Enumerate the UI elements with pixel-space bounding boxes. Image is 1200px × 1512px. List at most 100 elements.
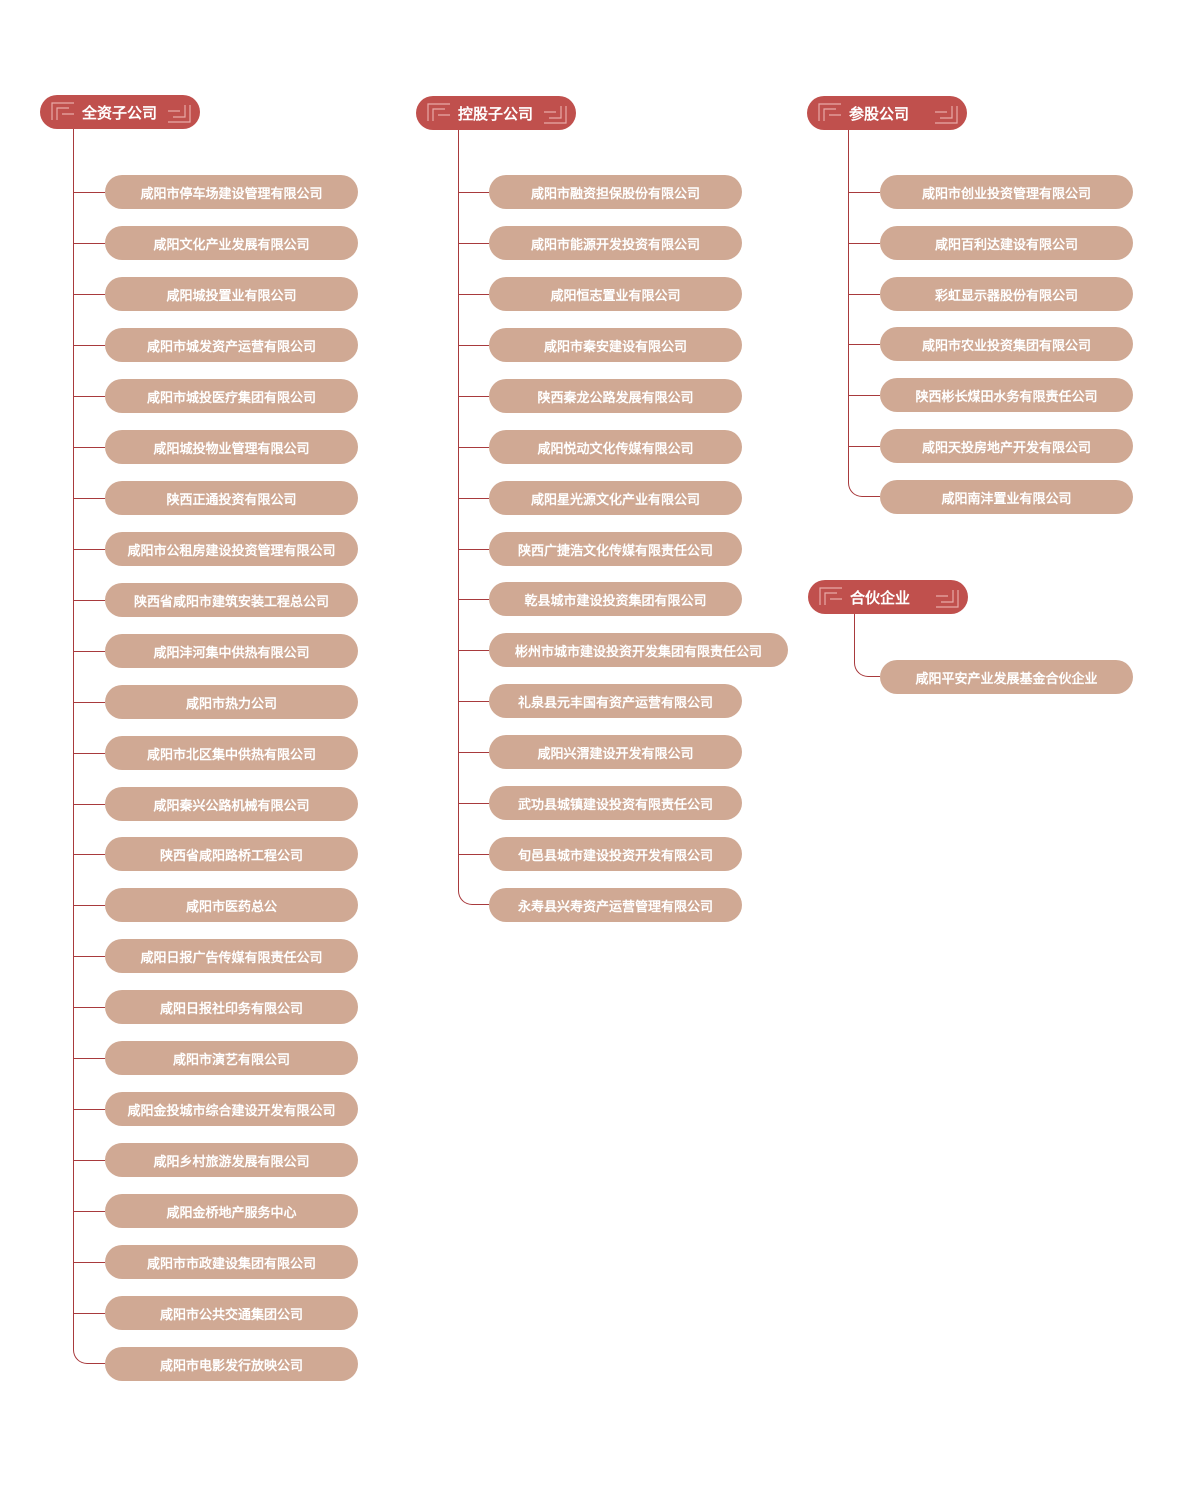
fret-corner-icon [935, 106, 958, 124]
company-node[interactable]: 咸阳百利达建设有限公司 [880, 226, 1133, 260]
connector-branch [73, 854, 105, 855]
company-node[interactable]: 咸阳市电影发行放映公司 [105, 1347, 358, 1381]
company-node[interactable]: 咸阳南沣置业有限公司 [880, 480, 1133, 514]
company-node[interactable]: 陕西彬长煤田水务有限责任公司 [880, 378, 1133, 412]
company-node[interactable]: 咸阳市秦安建设有限公司 [489, 328, 742, 362]
connector-trunk [848, 130, 849, 475]
connector-branch [848, 344, 880, 345]
company-node[interactable]: 咸阳城投物业管理有限公司 [105, 430, 358, 464]
company-node[interactable]: 咸阳文化产业发展有限公司 [105, 226, 358, 260]
company-node[interactable]: 旬邑县城市建设投资开发有限公司 [489, 837, 742, 871]
company-node[interactable]: 咸阳市公租房建设投资管理有限公司 [105, 532, 358, 566]
connector-elbow [848, 474, 880, 497]
company-node[interactable]: 乾县城市建设投资集团有限公司 [489, 582, 742, 616]
company-node[interactable]: 咸阳金桥地产服务中心 [105, 1194, 358, 1228]
connector-branch [848, 192, 880, 193]
company-node[interactable]: 咸阳秦兴公路机械有限公司 [105, 787, 358, 821]
connector-elbow [854, 655, 880, 677]
company-node[interactable]: 咸阳市城发资产运营有限公司 [105, 328, 358, 362]
connector-branch [73, 1109, 105, 1110]
company-node[interactable]: 咸阳市能源开发投资有限公司 [489, 226, 742, 260]
company-node[interactable]: 咸阳悦动文化传媒有限公司 [489, 430, 742, 464]
group-header-holding[interactable]: 控股子公司 [416, 96, 576, 130]
company-node[interactable]: 咸阳星光源文化产业有限公司 [489, 481, 742, 515]
company-node[interactable]: 陕西省咸阳路桥工程公司 [105, 837, 358, 871]
company-node[interactable]: 咸阳乡村旅游发展有限公司 [105, 1143, 358, 1177]
connector-branch [458, 345, 489, 346]
company-node[interactable]: 彬州市城市建设投资开发集团有限责任公司 [489, 633, 788, 667]
connector-branch [848, 294, 880, 295]
connector-branch [458, 192, 489, 193]
company-node[interactable]: 礼泉县元丰国有资产运营有限公司 [489, 684, 742, 718]
connector-branch [73, 1313, 105, 1314]
connector-elbow [73, 1342, 105, 1365]
company-node[interactable]: 陕西省咸阳市建筑安装工程总公司 [105, 583, 358, 617]
connector-branch [73, 1007, 105, 1008]
company-node[interactable]: 陕西秦龙公路发展有限公司 [489, 379, 742, 413]
company-node[interactable]: 咸阳市医药总公 [105, 888, 358, 922]
company-node[interactable]: 咸阳市公共交通集团公司 [105, 1296, 358, 1330]
connector-branch [73, 1058, 105, 1059]
fret-corner-icon [544, 106, 567, 124]
connector-branch [73, 192, 105, 193]
connector-branch [458, 854, 489, 855]
fret-corner-icon [168, 105, 191, 123]
company-node[interactable]: 咸阳市北区集中供热有限公司 [105, 736, 358, 770]
group-header-wholly-owned[interactable]: 全资子公司 [40, 95, 200, 129]
company-node[interactable]: 咸阳天投房地产开发有限公司 [880, 429, 1133, 463]
group-title: 全资子公司 [82, 103, 158, 122]
fret-corner-icon [51, 102, 74, 120]
connector-branch [73, 243, 105, 244]
connector-branch [73, 345, 105, 346]
company-node[interactable]: 陕西正通投资有限公司 [105, 481, 358, 515]
company-node[interactable]: 咸阳沣河集中供热有限公司 [105, 634, 358, 668]
company-node[interactable]: 咸阳日报社印务有限公司 [105, 990, 358, 1024]
company-node[interactable]: 咸阳市农业投资集团有限公司 [880, 327, 1133, 361]
connector-branch [848, 395, 880, 396]
group-header-partnership[interactable]: 合伙企业 [808, 580, 968, 614]
connector-branch [458, 447, 489, 448]
connector-branch [848, 446, 880, 447]
connector-branch [458, 803, 489, 804]
fret-corner-icon [427, 103, 450, 121]
connector-branch [73, 447, 105, 448]
company-node[interactable]: 陕西广捷浩文化传媒有限责任公司 [489, 532, 742, 566]
connector-branch [73, 1262, 105, 1263]
company-node[interactable]: 咸阳兴渭建设开发有限公司 [489, 735, 742, 769]
connector-elbow [458, 883, 489, 906]
company-node[interactable]: 咸阳市热力公司 [105, 685, 358, 719]
company-node[interactable]: 咸阳市停车场建设管理有限公司 [105, 175, 358, 209]
connector-branch [458, 599, 489, 600]
connector-branch [458, 243, 489, 244]
connector-branch [73, 1160, 105, 1161]
connector-branch [73, 753, 105, 754]
connector-branch [73, 600, 105, 601]
company-node[interactable]: 咸阳市市政建设集团有限公司 [105, 1245, 358, 1279]
company-node[interactable]: 咸阳恒志置业有限公司 [489, 277, 742, 311]
fret-corner-icon [819, 587, 842, 605]
company-node[interactable]: 咸阳市创业投资管理有限公司 [880, 175, 1133, 209]
connector-branch [73, 498, 105, 499]
group-header-equity-participation[interactable]: 参股公司 [807, 96, 967, 130]
company-node[interactable]: 咸阳市融资担保股份有限公司 [489, 175, 742, 209]
connector-branch [73, 956, 105, 957]
connector-branch [848, 243, 880, 244]
company-node[interactable]: 武功县城镇建设投资有限责任公司 [489, 786, 742, 820]
company-node[interactable]: 咸阳平安产业发展基金合伙企业 [880, 660, 1133, 694]
company-node[interactable]: 咸阳市演艺有限公司 [105, 1041, 358, 1075]
connector-branch [458, 701, 489, 702]
connector-trunk [458, 130, 459, 884]
group-title: 控股子公司 [458, 104, 534, 123]
company-node[interactable]: 咸阳城投置业有限公司 [105, 277, 358, 311]
company-node[interactable]: 咸阳金投城市综合建设开发有限公司 [105, 1092, 358, 1126]
company-node[interactable]: 咸阳市城投医疗集团有限公司 [105, 379, 358, 413]
connector-branch [458, 498, 489, 499]
connector-branch [73, 702, 105, 703]
connector-branch [458, 752, 489, 753]
connector-branch [73, 294, 105, 295]
company-node[interactable]: 咸阳日报广告传媒有限责任公司 [105, 939, 358, 973]
connector-trunk [854, 614, 855, 655]
company-node[interactable]: 彩虹显示器股份有限公司 [880, 277, 1133, 311]
group-title: 合伙企业 [850, 588, 911, 607]
company-node[interactable]: 永寿县兴寿资产运营管理有限公司 [489, 888, 742, 922]
